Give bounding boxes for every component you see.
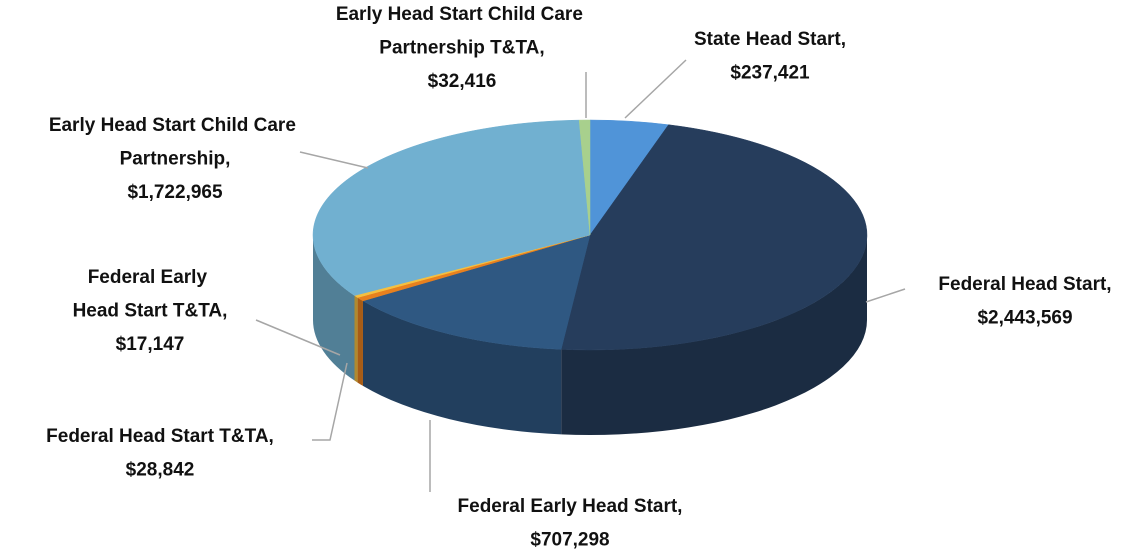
pie-slice-side xyxy=(362,300,562,435)
leader-line xyxy=(865,288,906,303)
value-label: $17,147 xyxy=(116,334,185,355)
leader-line xyxy=(624,59,687,119)
slice-label: State Head Start, xyxy=(694,29,846,50)
pie-slice-side xyxy=(357,297,363,386)
pie-slice-side xyxy=(313,235,355,381)
pie-sides xyxy=(313,235,867,435)
pie-slice xyxy=(362,234,591,350)
slice-label: Federal Early Head Start, xyxy=(458,496,683,517)
label-line: Federal Early xyxy=(88,267,213,288)
slice-label: Federal Head Start, xyxy=(938,274,1111,295)
slice-label: Early Head Start Child Care Partnership … xyxy=(336,4,588,59)
leader-line xyxy=(299,151,369,169)
value-label: $1,722,965 xyxy=(127,182,223,203)
pie-tops xyxy=(312,119,868,351)
label-line: State Head Start, xyxy=(694,29,846,50)
label-line: Partnership, xyxy=(120,149,231,170)
label-line: Head Start T&TA, xyxy=(73,301,228,322)
pie-slice xyxy=(560,124,868,351)
value-label: $32,416 xyxy=(428,71,497,92)
label-line: Partnership T&TA, xyxy=(379,38,544,59)
value-label: $237,421 xyxy=(730,63,810,84)
value-label: $707,298 xyxy=(530,530,609,551)
label-line: Federal Early Head Start, xyxy=(458,496,683,517)
value-label: $28,842 xyxy=(126,460,195,481)
slice-label: Early Head Start Child Care Partnership, xyxy=(49,115,301,170)
pie-slice xyxy=(312,119,591,296)
value-label: $2,443,569 xyxy=(977,308,1072,329)
leader-line xyxy=(255,319,341,356)
label-line: Early Head Start Child Care xyxy=(49,115,301,136)
labels: State Head Start, $237,421 Federal Head St… xyxy=(46,4,1111,551)
pie-slice-side xyxy=(561,235,867,435)
label-line: Early Head Start Child Care xyxy=(336,4,588,25)
label-line: Federal Head Start, xyxy=(938,274,1111,295)
slice-label: Federal Early Head Start T&TA, xyxy=(73,267,228,322)
pie-slice xyxy=(578,119,591,236)
pie-slice-side xyxy=(354,295,358,383)
slice-label: Federal Head Start T&TA, xyxy=(46,426,274,447)
label-line: Federal Head Start T&TA, xyxy=(46,426,274,447)
leader-line xyxy=(312,362,348,441)
